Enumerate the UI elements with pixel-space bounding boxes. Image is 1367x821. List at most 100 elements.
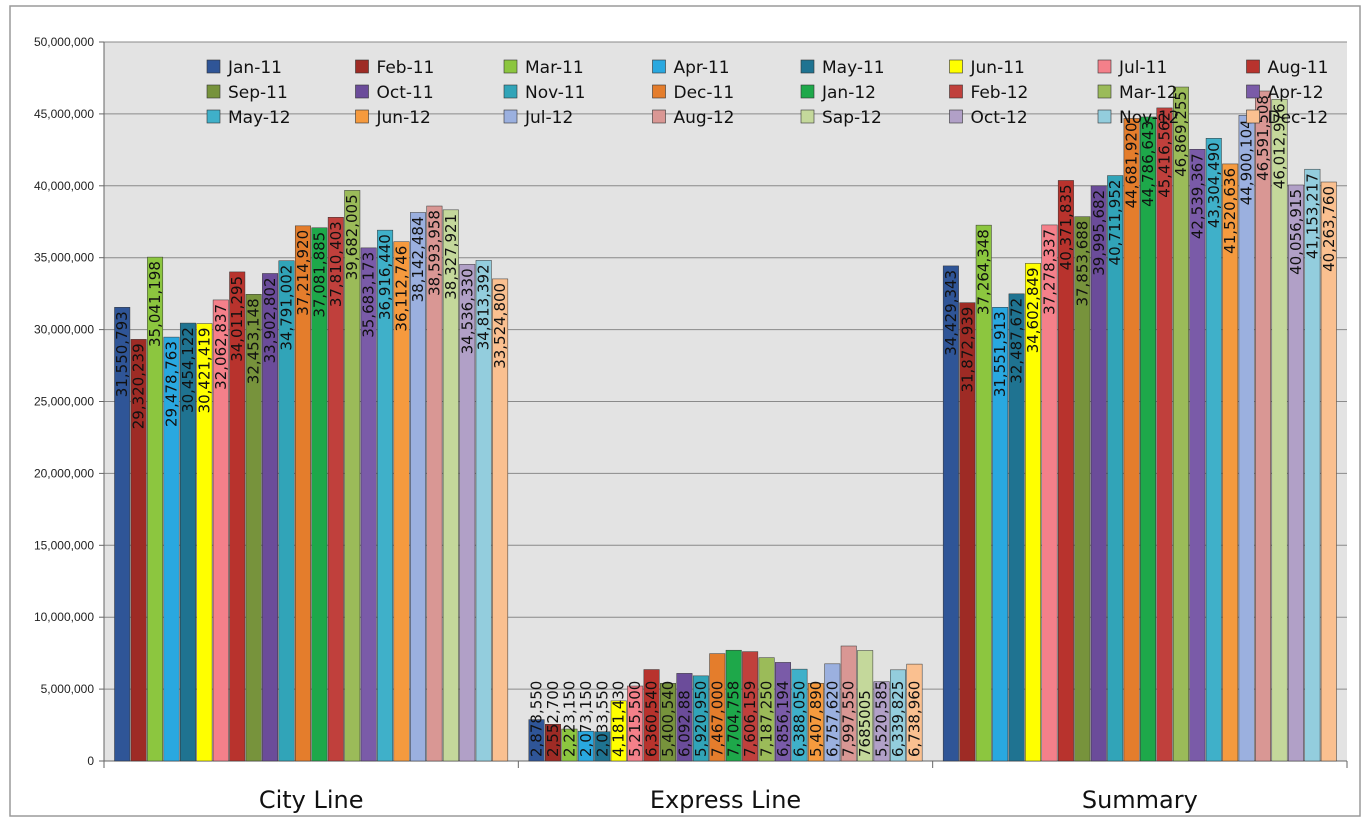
bar <box>1008 293 1025 762</box>
bar <box>1140 116 1157 762</box>
legend-label: Apr-12 <box>1268 83 1324 103</box>
bar <box>1107 175 1124 762</box>
bar <box>643 669 660 762</box>
legend-label: Feb-12 <box>971 83 1029 103</box>
legend-label: Nov-12 <box>1119 108 1180 128</box>
data-label: 32,453,148 <box>245 298 263 384</box>
legend-swatch <box>503 84 518 99</box>
data-label: 35,683,173 <box>360 252 378 338</box>
legend-label: Oct-11 <box>377 83 434 103</box>
bar <box>1304 168 1321 762</box>
data-label: 4,181,430 <box>610 681 628 757</box>
y-tick-label: 10,000,000 <box>34 610 94 624</box>
data-label: 6,360,540 <box>643 681 661 757</box>
data-label: 44,786,643 <box>1139 121 1157 207</box>
data-label: 37,081,885 <box>310 232 328 318</box>
legend-swatch <box>355 84 369 99</box>
data-label: 29,320,239 <box>130 343 148 429</box>
legend-label: May-12 <box>228 108 291 128</box>
bar <box>1074 216 1091 762</box>
bar <box>1238 115 1255 762</box>
bar <box>545 724 561 762</box>
legend-label: Sap-12 <box>822 108 882 128</box>
data-label: 5,920,950 <box>692 681 710 757</box>
bar <box>709 653 726 762</box>
bar <box>627 685 644 762</box>
legend-swatch <box>206 84 221 99</box>
data-label: 5,407,890 <box>807 681 825 757</box>
data-label: 40,371,835 <box>1057 184 1075 270</box>
x-category-label: Summary <box>1082 786 1198 814</box>
data-label: 33,902,802 <box>261 277 279 363</box>
y-tick-label: 15,000,000 <box>34 538 94 552</box>
bar <box>791 668 808 762</box>
bar <box>660 683 676 762</box>
data-label: 35,041,198 <box>146 261 164 347</box>
data-label: 34,011,295 <box>228 276 246 362</box>
data-label: 42,539,367 <box>1188 153 1206 239</box>
data-label: 41,520,636 <box>1221 168 1239 254</box>
bar <box>179 322 196 762</box>
legend-swatch <box>206 109 221 124</box>
legend-label: Jun-11 <box>970 58 1025 78</box>
y-tick-label: 50,000,000 <box>34 35 94 49</box>
data-label: 2,223,150 <box>560 681 578 757</box>
legend-swatch <box>652 109 666 124</box>
data-label: 30,421,419 <box>195 328 213 414</box>
data-label: 37,810,403 <box>327 221 345 307</box>
data-label: 34,536,330 <box>458 268 476 354</box>
data-label: 34,813,392 <box>475 264 493 350</box>
y-tick-label: 45,000,000 <box>34 107 94 121</box>
data-label: 31,872,939 <box>958 307 976 393</box>
legend-swatch <box>355 59 369 74</box>
data-label: 34,791,002 <box>278 265 296 351</box>
data-label: 39,995,682 <box>1090 190 1108 276</box>
legend-label: Sep-11 <box>228 83 288 103</box>
bar <box>528 719 545 762</box>
bar <box>959 302 976 762</box>
data-label: 43,304,490 <box>1205 142 1223 228</box>
legend-label: Aug-12 <box>674 108 735 128</box>
bar <box>196 323 213 762</box>
data-label: 6,738,960 <box>905 681 923 757</box>
legend-swatch <box>949 84 963 99</box>
data-label: 36,112,746 <box>393 246 411 332</box>
data-label: 46,869,255 <box>1172 91 1190 177</box>
legend-swatch <box>652 59 666 74</box>
legend-swatch <box>503 59 518 74</box>
legend-label: Feb-11 <box>377 58 435 78</box>
bar <box>676 673 693 762</box>
bar <box>130 339 147 762</box>
bar <box>147 256 164 762</box>
bar <box>278 260 295 762</box>
data-label: 5,520,585 <box>873 681 891 757</box>
data-label: 6,388,050 <box>790 681 808 757</box>
data-label: 7,187,250 <box>758 681 776 757</box>
data-label: 40,056,915 <box>1287 189 1305 275</box>
data-label: 40,263,760 <box>1320 186 1338 272</box>
bar <box>824 663 841 762</box>
bar <box>393 241 410 762</box>
bar <box>212 299 229 762</box>
legend-swatch <box>206 59 221 74</box>
y-tick-label: 0 <box>87 754 94 768</box>
bar <box>245 294 262 762</box>
bar <box>942 265 959 762</box>
bar <box>262 273 279 762</box>
y-tick-label: 35,000,000 <box>34 251 94 265</box>
legend-swatch <box>1246 84 1260 99</box>
y-tick-label: 30,000,000 <box>34 323 94 337</box>
data-label: 5,400,540 <box>659 681 677 757</box>
data-label: 40,711,952 <box>1106 180 1124 266</box>
legend-label: Dec-11 <box>674 83 735 103</box>
data-label: 44,900,104 <box>1238 119 1256 205</box>
legend-swatch <box>1246 109 1260 124</box>
legend-label: Jan-12 <box>821 83 876 103</box>
x-category-label: Express Line <box>650 786 801 814</box>
bar <box>360 247 377 762</box>
legend-label: Dec-12 <box>1268 108 1329 128</box>
data-label: 2,073,150 <box>577 681 595 757</box>
bar <box>1222 163 1239 762</box>
data-label: 46,012,976 <box>1270 103 1288 189</box>
